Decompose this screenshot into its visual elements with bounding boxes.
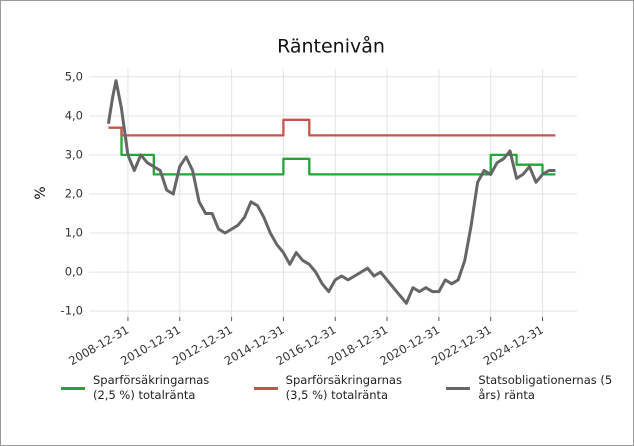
y-axis-label: % xyxy=(33,186,49,199)
y-tick-label: 4,0 xyxy=(65,108,83,122)
legend-swatch xyxy=(61,387,85,390)
legend: Sparförsäkringarnas (2,5 %) totalränta Sp… xyxy=(61,373,621,403)
legend-item: Sparförsäkringarnas (3,5 %) totalränta xyxy=(253,373,429,403)
y-tick-label: 2,0 xyxy=(65,186,83,200)
series-line xyxy=(108,126,556,176)
chart-title: Räntenivån xyxy=(277,35,385,58)
legend-item: Sparförsäkringarnas (2,5 %) totalränta xyxy=(61,373,236,403)
series-line xyxy=(108,118,556,137)
y-tick-label: -1,0 xyxy=(61,304,83,318)
y-tick-label: 1,0 xyxy=(65,226,83,240)
y-tick-label: 5,0 xyxy=(65,69,83,83)
chart: Räntenivån % -1,00,01,02,03,04,05,02008-… xyxy=(33,35,577,368)
legend-label: Sparförsäkringarnas (3,5 %) totalränta xyxy=(285,373,402,402)
legend-label: Sparförsäkringarnas (2,5 %) totalränta xyxy=(93,373,210,402)
series-line xyxy=(106,79,556,305)
legend-item: Statsobligationernas (5 års) ränta xyxy=(446,373,621,403)
legend-swatch xyxy=(446,387,471,390)
plot-area xyxy=(89,69,577,317)
y-tick-label: 0,0 xyxy=(65,265,83,279)
legend-label: Statsobligationernas (5 års) ränta xyxy=(478,373,613,402)
y-tick-label: 3,0 xyxy=(65,147,83,161)
legend-swatch xyxy=(253,387,278,390)
